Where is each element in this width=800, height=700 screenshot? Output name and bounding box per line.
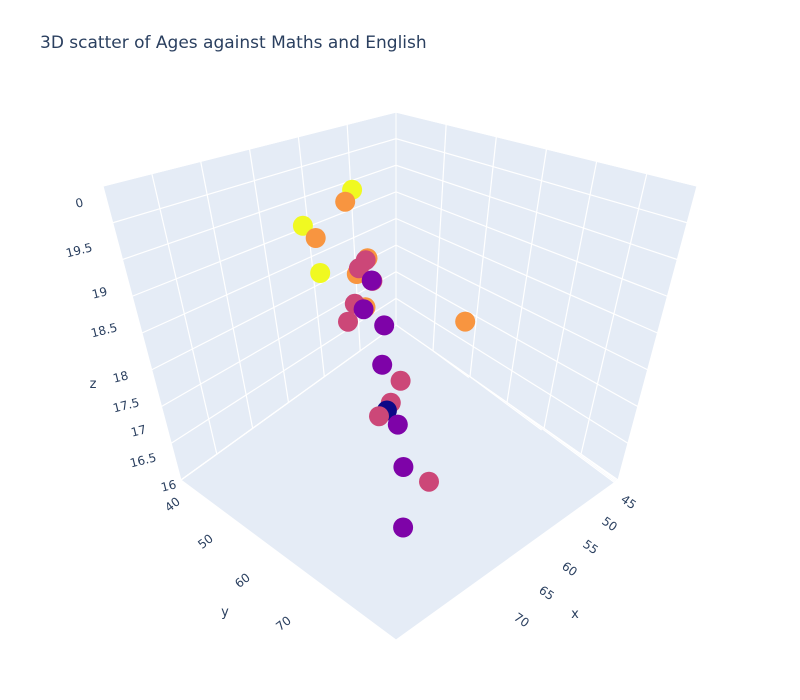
z-tick-label: 19 [91,284,109,301]
x-tick-label: 65 [536,583,557,603]
scatter-point [369,406,389,427]
scatter-point [292,215,313,236]
scatter-point [372,354,393,375]
z-tick-label: 16.5 [128,450,157,470]
scatter-point [338,311,358,332]
scatter-point [393,517,414,538]
y-floor-grid-line [31,453,218,588]
scatter-point [390,370,411,391]
x-floor-grid-line [506,402,615,483]
y-floor-grid-line [322,350,361,378]
y-tick-label: 60 [232,570,253,590]
grid-lines [31,111,761,588]
scatter-point [335,191,356,212]
x-wall-grid-line [469,136,497,377]
z-tick-label: 18 [112,368,130,385]
chart-title: 3D scatter of Ages against Maths and Eng… [40,33,427,53]
x-floor-grid-line [469,376,543,431]
x-floor-grid-line [543,427,688,536]
x-floor-grid-line [432,350,470,378]
y-tick-label: 50 [195,531,216,551]
y-wall-grid-line [200,161,254,429]
scatter-point [353,299,374,320]
z-tick-label: 17.5 [111,395,140,415]
y-tick-label: 70 [273,613,294,633]
z-axis-label: z [90,377,97,392]
scatter-point [305,228,326,248]
scatter-point [393,457,414,477]
x-wall-grid-line [580,173,648,455]
scatter-point [348,258,369,279]
x-floor-grid-line [580,453,761,588]
x-axis-label: x [571,607,579,622]
y-wall-grid-line [248,148,290,403]
z-tick-label: 16 [160,477,178,494]
scatter-point [387,414,408,435]
axis-labels: z y x [90,377,580,622]
y-axis-label: y [221,605,229,620]
x-wall-grid-line [432,124,447,351]
markers [292,179,476,538]
z-tick-label: 0 [74,195,85,210]
y-tick-label: 40 [162,494,183,514]
scatter-point [361,270,382,291]
z-tick-label: 18.5 [89,320,118,340]
x-tick-label: 70 [511,610,532,630]
scatter-point [310,263,331,283]
x-wall-grid-line [506,148,548,403]
x-tick-label: 55 [580,537,601,557]
x-tick-label: 50 [599,514,620,534]
y-wall-grid-line [297,136,325,377]
x-tick-label: 60 [559,559,580,579]
x-wall-grid-line [543,161,598,429]
scatter-point [374,315,395,336]
scatter-point [419,471,439,492]
y-wall-grid-line [151,173,218,455]
z-tick-label: 17 [130,422,148,439]
scatter-point [455,311,476,332]
z-tick-label: 19.5 [64,240,93,260]
